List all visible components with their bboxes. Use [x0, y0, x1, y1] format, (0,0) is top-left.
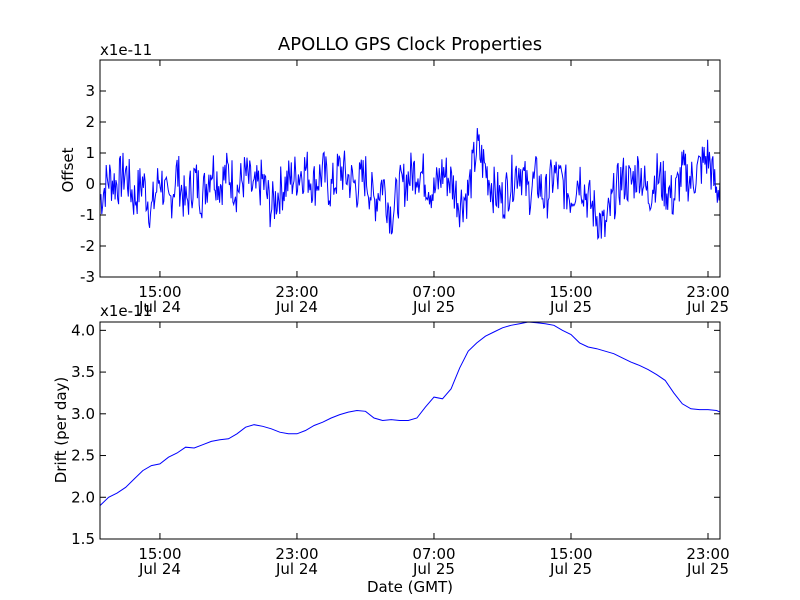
offset-panel: APOLLO GPS Clock Properties x1e-11 Offse… — [59, 34, 730, 316]
offset-xtick-date: Jul 24 — [138, 298, 181, 316]
offset-plot-frame — [99, 59, 721, 278]
offset-ytick-label: -1 — [80, 206, 95, 224]
offset-xtick-time: 23:00 — [275, 283, 318, 301]
offset-series-line — [99, 127, 721, 241]
drift-xlabel: Date (GMT) — [367, 578, 453, 596]
drift-scale-label: x1e-11 — [100, 302, 152, 320]
offset-ytick-label: 2 — [85, 113, 95, 131]
drift-xtick-date: Jul 24 — [275, 560, 318, 578]
offset-xtick-time: 15:00 — [549, 283, 592, 301]
drift-xtick-time: 15:00 — [138, 545, 181, 563]
offset-xtick-time: 07:00 — [412, 283, 455, 301]
drift-ytick-label: 1.5 — [71, 530, 95, 548]
drift-ytick-label: 2.0 — [71, 488, 95, 506]
drift-ytick-label: 4.0 — [71, 321, 95, 339]
drift-plot-area — [100, 322, 720, 539]
drift-panel: x1e-11 Drift (per day) 1.5 2.0 2.5 3.0 3.5 4.… — [52, 302, 730, 596]
chart-title: APOLLO GPS Clock Properties — [278, 34, 542, 55]
offset-ytick-label: 3 — [85, 82, 95, 100]
drift-xtick-date: Jul 25 — [549, 560, 592, 578]
offset-scale-label: x1e-11 — [100, 41, 152, 59]
drift-ytick-label: 2.5 — [71, 447, 95, 465]
offset-xtick-date: Jul 25 — [549, 298, 592, 316]
drift-xtick-time: 23:00 — [275, 545, 318, 563]
offset-ylabel: Offset — [59, 147, 77, 192]
drift-xtick-date: Jul 25 — [686, 560, 729, 578]
offset-xtick-date: Jul 24 — [275, 298, 318, 316]
drift-xtick-date: Jul 24 — [138, 560, 181, 578]
offset-xtick-time: 15:00 — [138, 283, 181, 301]
drift-xtick-time: 15:00 — [549, 545, 592, 563]
offset-xtick-date: Jul 25 — [686, 298, 729, 316]
drift-plot-frame — [99, 321, 721, 540]
offset-ytick-label: 0 — [85, 175, 95, 193]
drift-ylabel: Drift (per day) — [52, 377, 70, 484]
drift-y-ticks: 1.5 2.0 2.5 3.0 3.5 4.0 — [71, 321, 720, 548]
offset-ytick-label: 1 — [85, 144, 95, 162]
drift-xtick-time: 23:00 — [686, 545, 729, 563]
offset-y-ticks: -3 -2 -1 0 1 2 3 — [80, 82, 720, 286]
offset-xtick-date: Jul 25 — [412, 298, 455, 316]
drift-series-line — [99, 321, 721, 506]
drift-xtick-time: 07:00 — [412, 545, 455, 563]
drift-ytick-label: 3.5 — [71, 363, 95, 381]
offset-ytick-label: -2 — [80, 237, 95, 255]
offset-xtick-time: 23:00 — [686, 283, 729, 301]
drift-xtick-date: Jul 25 — [412, 560, 455, 578]
offset-ytick-label: -3 — [80, 268, 95, 286]
drift-ytick-label: 3.0 — [71, 405, 95, 423]
